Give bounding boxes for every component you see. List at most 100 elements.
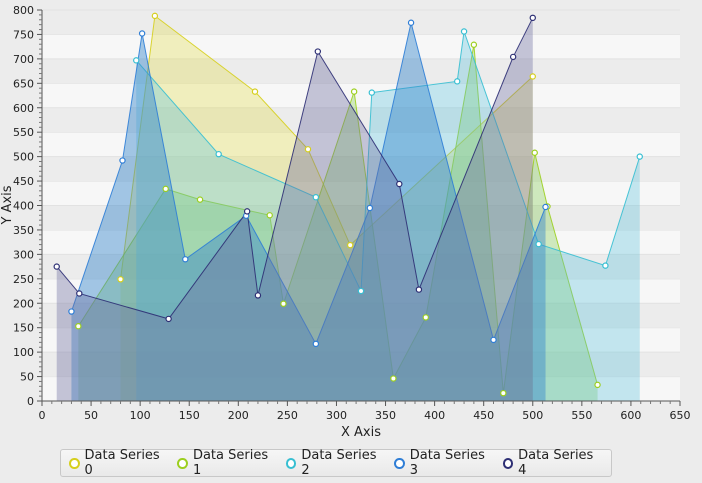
series-4-point[interactable] xyxy=(415,286,423,293)
series-3-point[interactable] xyxy=(407,19,415,26)
grid-band xyxy=(42,107,680,133)
series-4-line xyxy=(56,17,534,320)
legend-marker-icon xyxy=(177,457,188,469)
plot-background xyxy=(42,9,680,401)
legend-item-series-0[interactable]: Data Series 0 xyxy=(69,448,166,478)
x-tick-label: 200 xyxy=(228,409,249,422)
series-2-point[interactable] xyxy=(460,28,468,35)
series-1-point[interactable] xyxy=(500,389,507,397)
series-1-point[interactable] xyxy=(196,196,204,203)
legend-item-series-3[interactable]: Data Series 3 xyxy=(394,448,491,478)
series-3-point[interactable] xyxy=(542,203,549,211)
series-3-point[interactable] xyxy=(312,340,320,348)
series-0-point[interactable] xyxy=(117,276,124,283)
series-0-point[interactable] xyxy=(151,12,159,20)
legend-label: Data Series 3 xyxy=(409,448,485,478)
y-tick-label: 400 xyxy=(13,200,34,213)
legend-label: Data Series 0 xyxy=(84,448,160,478)
grid-band xyxy=(42,10,680,35)
series-2-point[interactable] xyxy=(357,287,365,295)
series-0-point[interactable] xyxy=(251,88,259,95)
series-4-point[interactable] xyxy=(165,315,172,323)
y-tick-label: 150 xyxy=(13,322,34,335)
series-1-point[interactable] xyxy=(350,88,358,95)
x-tick-label: 500 xyxy=(522,409,543,422)
series-2-point[interactable] xyxy=(312,193,320,201)
legend: Data Series 0 Data Series 1 Data Series 2 D… xyxy=(60,448,612,478)
y-tick-label: 750 xyxy=(13,28,34,41)
series-4-point[interactable] xyxy=(396,180,403,188)
y-tick-label: 550 xyxy=(13,126,34,139)
legend-item-series-1[interactable]: Data Series 1 xyxy=(177,448,274,478)
series-2-point[interactable] xyxy=(602,262,609,269)
series-0-point[interactable] xyxy=(347,241,354,249)
y-tick-label: 700 xyxy=(13,53,34,66)
grid-band xyxy=(42,254,680,279)
series-4-point[interactable] xyxy=(76,290,83,297)
series-3-point[interactable] xyxy=(138,30,146,37)
grid-band xyxy=(42,205,680,230)
series-4-point[interactable] xyxy=(314,48,322,55)
legend-item-series-4[interactable]: Data Series 4 xyxy=(502,448,600,478)
y-tick-label: 350 xyxy=(13,224,34,237)
series-2-point[interactable] xyxy=(215,150,222,158)
axes: 0 50 100 150 200 250 300 350 400 450 500 550 600 650 0… xyxy=(13,4,691,422)
x-tick-label: 350 xyxy=(375,409,396,422)
y-tick-label: 600 xyxy=(13,102,34,115)
series-3-point[interactable] xyxy=(366,204,374,212)
legend-marker-icon xyxy=(394,457,405,469)
x-tick-label: 150 xyxy=(179,409,200,422)
y-tick-label: 250 xyxy=(13,273,34,286)
x-tick-label: 100 xyxy=(130,409,151,422)
series-0-area xyxy=(120,15,533,402)
series-1-point[interactable] xyxy=(266,212,273,219)
y-tick-label: 50 xyxy=(20,371,34,384)
series-4-point[interactable] xyxy=(509,53,517,61)
y-tick-label: 300 xyxy=(13,248,34,261)
y-tick-label: 500 xyxy=(13,151,34,164)
series-4-point[interactable] xyxy=(243,208,251,215)
legend-item-series-2[interactable]: Data Series 2 xyxy=(285,448,383,478)
grid-band xyxy=(42,352,680,377)
series-1-point[interactable] xyxy=(162,185,169,193)
series-0-line xyxy=(120,14,534,280)
series-1-point[interactable] xyxy=(390,375,397,382)
y-tick-label: 650 xyxy=(13,77,34,90)
series-2-point[interactable] xyxy=(535,240,542,248)
x-tick-label: 450 xyxy=(473,409,494,422)
series-2-point[interactable] xyxy=(368,89,375,96)
series-4-point[interactable] xyxy=(529,14,536,22)
series-1-point[interactable] xyxy=(531,149,538,156)
series-1-point[interactable] xyxy=(75,323,82,330)
series-2-point[interactable] xyxy=(636,153,643,160)
series-0-point[interactable] xyxy=(529,73,536,80)
x-axis-title: X Axis xyxy=(341,425,381,440)
series-1-point[interactable] xyxy=(594,381,601,389)
series-4-point[interactable] xyxy=(53,263,60,270)
x-tick-label: 50 xyxy=(84,409,98,422)
legend-marker-icon xyxy=(502,457,514,469)
legend-marker-icon xyxy=(285,457,297,469)
x-tick-label: 600 xyxy=(620,409,641,422)
series-2-point[interactable] xyxy=(133,57,140,64)
series-3-point[interactable] xyxy=(68,308,75,315)
series-2-point[interactable] xyxy=(453,78,461,85)
series-areas xyxy=(56,14,641,402)
series-3-point[interactable] xyxy=(119,157,126,164)
series-points xyxy=(53,12,643,397)
series-1-point[interactable] xyxy=(280,300,287,307)
y-tick-label: 0 xyxy=(27,395,34,408)
series-4-point[interactable] xyxy=(254,292,262,299)
series-3-line xyxy=(70,22,546,345)
legend-marker-icon xyxy=(69,457,80,469)
series-1-area xyxy=(78,44,598,402)
series-0-point[interactable] xyxy=(304,146,312,153)
series-4-area xyxy=(56,17,533,401)
x-tick-label: 0 xyxy=(39,409,46,422)
series-3-point[interactable] xyxy=(490,336,497,344)
series-1-point[interactable] xyxy=(470,41,478,48)
series-3-point[interactable] xyxy=(182,256,189,263)
series-1-point[interactable] xyxy=(422,314,429,321)
legend-label: Data Series 2 xyxy=(301,448,377,478)
y-axis-title: Y Axis xyxy=(0,185,15,225)
